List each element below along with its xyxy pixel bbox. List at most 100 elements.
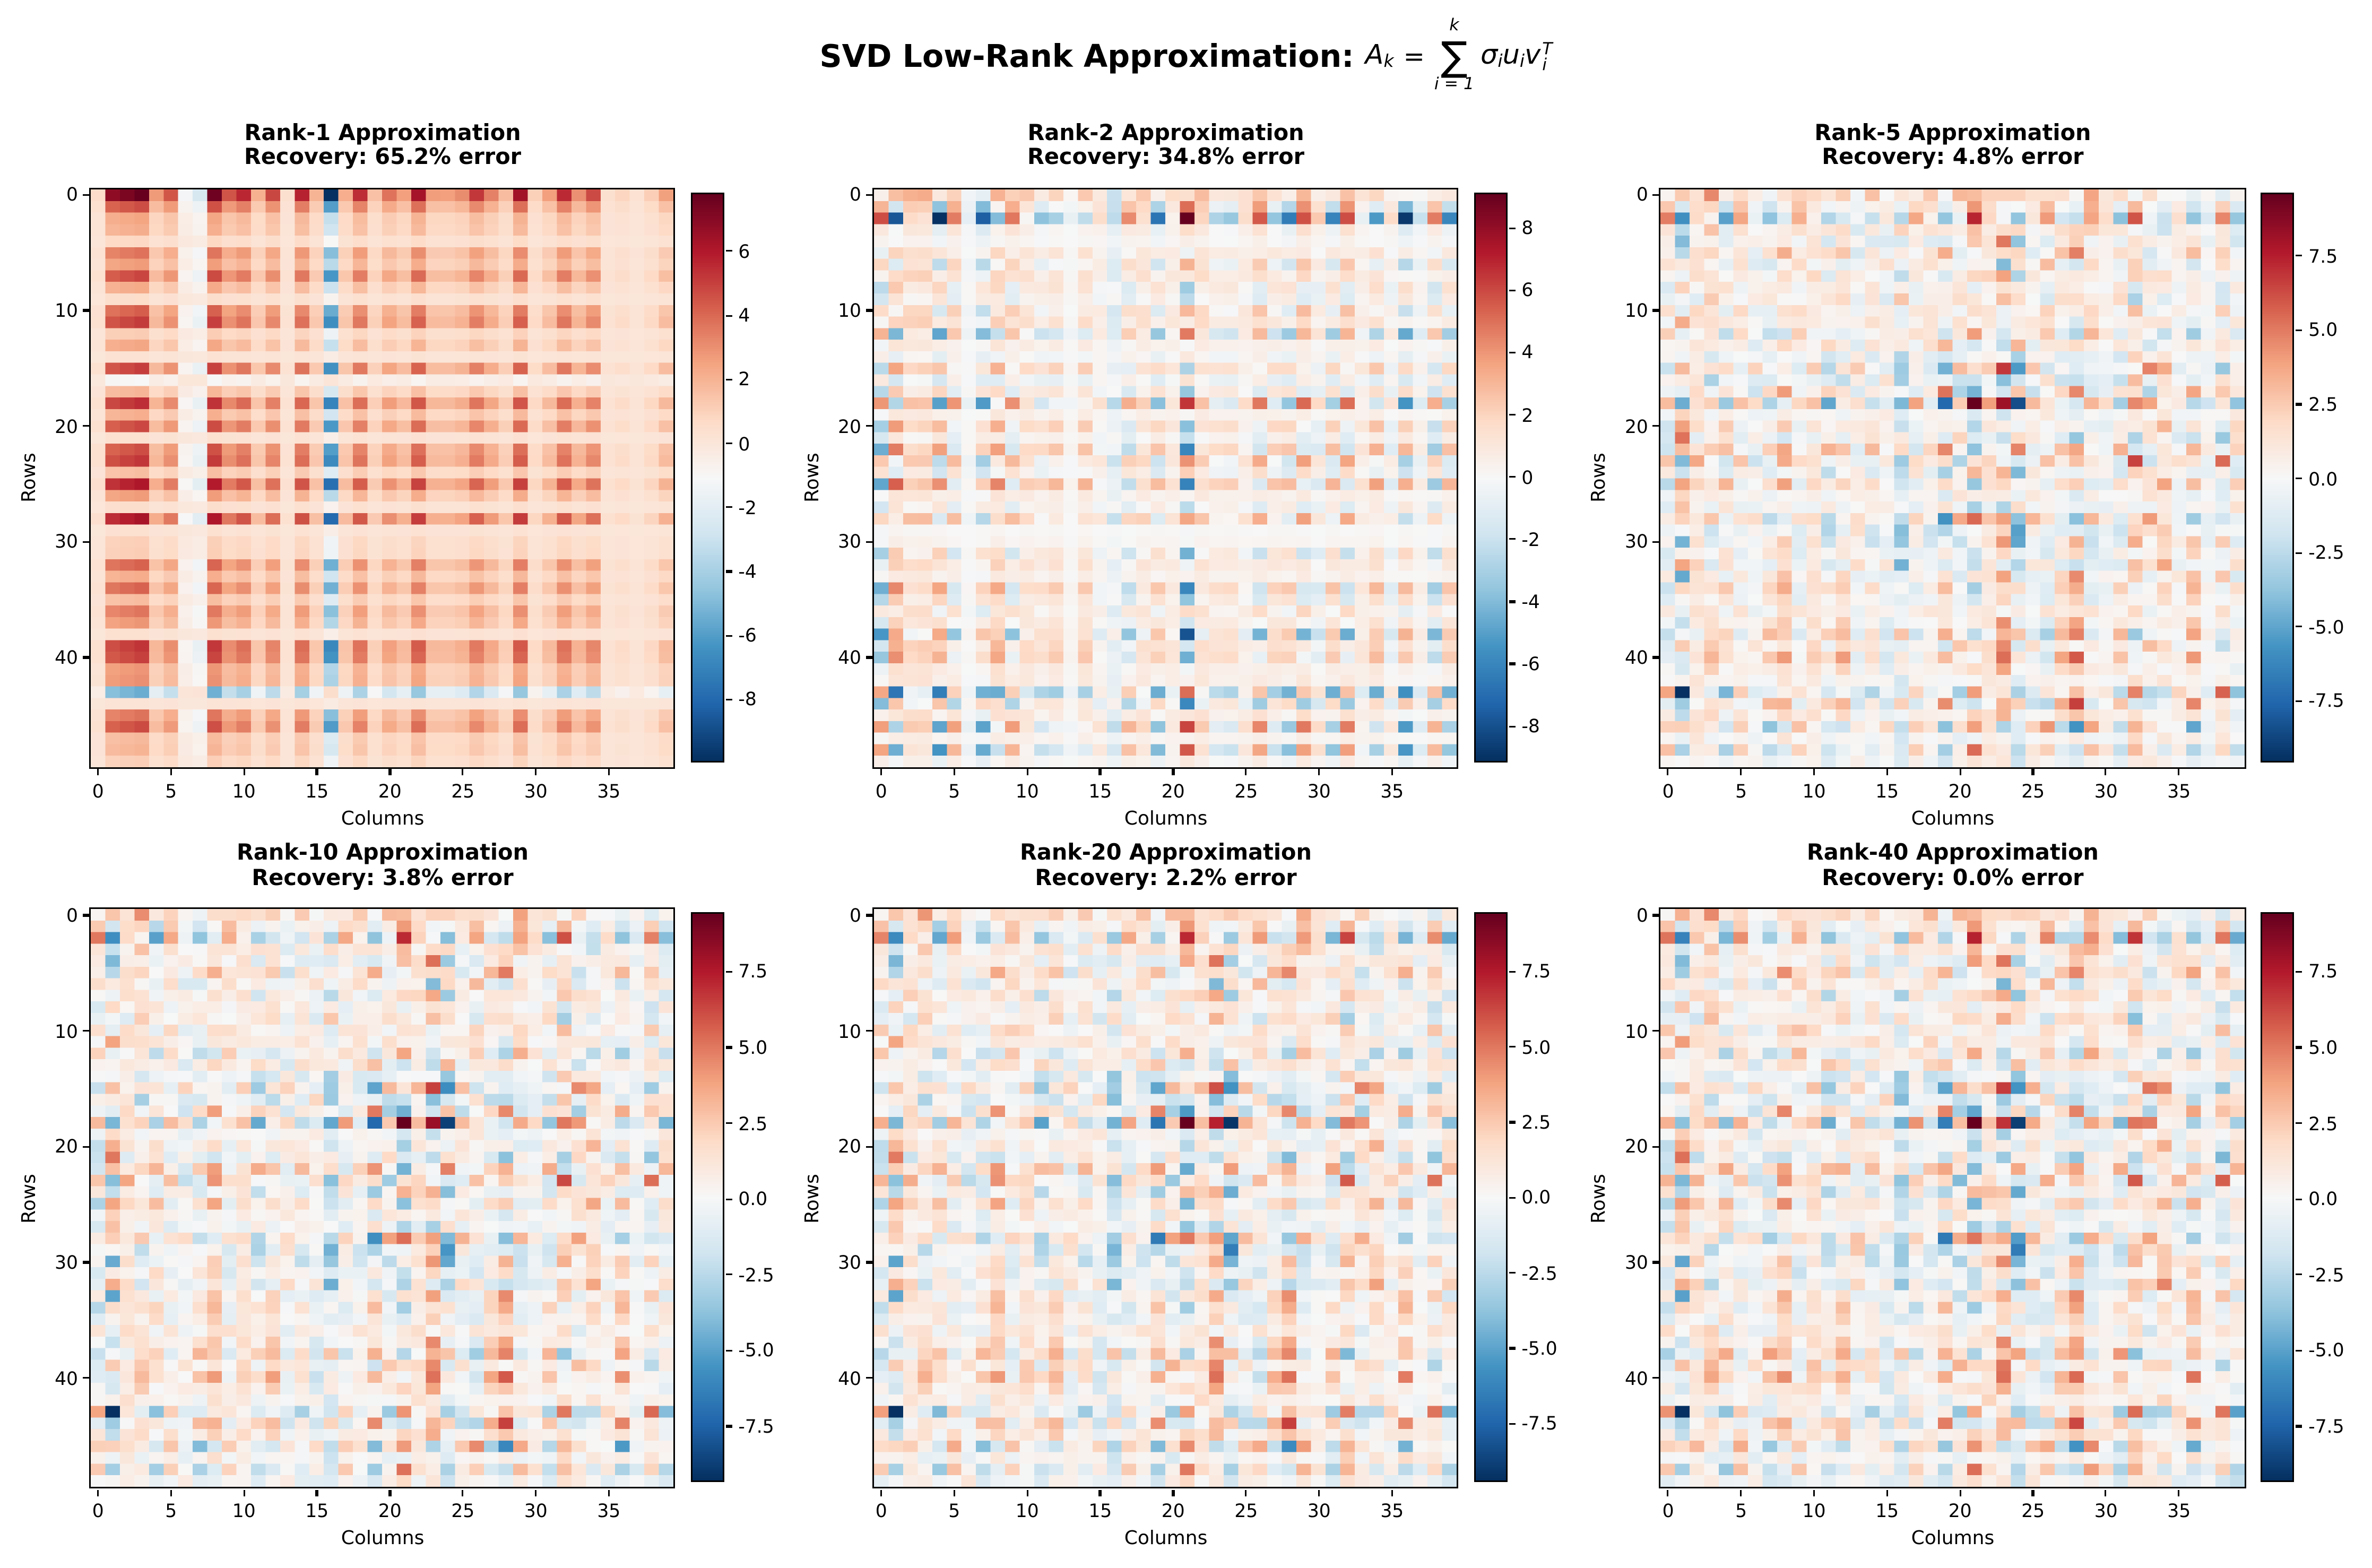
colorbar-tick-label: 5.0: [1521, 1035, 1551, 1058]
y-tick-label: 30: [838, 1251, 861, 1274]
x-tick-label: 25: [451, 779, 475, 802]
colorbar-tick-mark: [725, 250, 732, 253]
colorbar-tick-label: 5.0: [2308, 319, 2338, 342]
y-tick-mark: [1652, 425, 1659, 427]
panel-subtitle: Recovery: 3.8% error: [252, 865, 514, 891]
panel-subtitle: Recovery: 34.8% error: [1027, 144, 1305, 170]
colorbar-tick-label: 2: [738, 368, 750, 391]
panel-title-line1: Rank-20 Approximation: [1020, 841, 1312, 867]
colorbar-tick-mark: [1508, 971, 1516, 973]
colorbar-tick-label: -5.0: [2308, 1339, 2344, 1362]
colorbar-tick-mark: [2295, 329, 2302, 332]
x-tick-label: 20: [1161, 779, 1185, 802]
colorbar-canvas: [1474, 192, 1508, 762]
y-tick-label: 40: [55, 1366, 78, 1389]
panel-title: Rank-1 Approximation Recovery: 65.2% erro…: [91, 121, 674, 170]
colorbar-tick-mark: [2295, 700, 2302, 702]
formula-equals: =: [1403, 40, 1425, 71]
colorbar-tick-mark: [1508, 725, 1516, 727]
colorbar-tick-label: 0.0: [1521, 1186, 1551, 1209]
x-tick-label: 35: [1380, 1500, 1404, 1522]
colorbar-tick-mark: [1508, 1272, 1516, 1274]
x-tick-mark: [1172, 769, 1174, 776]
x-tick-label: 35: [597, 1500, 621, 1522]
colorbar-tick-label: 2.5: [738, 1112, 768, 1134]
x-tick-mark: [608, 1489, 610, 1496]
x-tick-mark: [1667, 1489, 1669, 1496]
colorbar-tick-mark: [2295, 1425, 2302, 1427]
x-tick-mark: [316, 1489, 318, 1496]
y-tick-mark: [82, 194, 89, 196]
x-tick-mark: [97, 1489, 99, 1496]
x-tick-label: 5: [1735, 1500, 1747, 1522]
x-tick-label: 10: [1802, 779, 1826, 802]
formula-A: A: [1365, 40, 1384, 72]
colorbar-tick-label: -2: [1521, 528, 1540, 551]
formula-sum-upper: k: [1449, 15, 1459, 35]
colorbar-tick-label: 2.5: [2308, 1112, 2338, 1134]
formula-u: u: [1502, 40, 1520, 72]
colorbar-tick-mark: [1508, 1423, 1516, 1425]
y-tick-mark: [865, 541, 872, 543]
colorbar-tick-label: -7.5: [2308, 1415, 2344, 1438]
colorbar-tick-mark: [725, 1425, 732, 1427]
y-tick-mark: [865, 309, 872, 311]
x-axis-label: Columns: [1911, 1527, 1995, 1549]
x-tick-mark: [1026, 769, 1028, 776]
y-tick-label: 10: [55, 1019, 78, 1042]
x-tick-label: 15: [1875, 779, 1899, 802]
x-tick-label: 15: [1088, 1500, 1112, 1522]
x-axis-label: Columns: [341, 1527, 425, 1549]
colorbar-tick-label: -4: [1521, 590, 1540, 613]
x-tick-mark: [1026, 1489, 1028, 1496]
colorbar-tick-mark: [1508, 600, 1516, 603]
x-tick-mark: [1391, 769, 1393, 776]
x-tick-label: 5: [1735, 779, 1747, 802]
x-tick-mark: [1318, 769, 1320, 776]
panel-title-line1: Rank-40 Approximation: [1806, 841, 2099, 867]
y-tick-mark: [865, 1145, 872, 1148]
colorbar-tick-mark: [725, 314, 732, 317]
x-tick-label: 20: [1161, 1500, 1185, 1522]
x-tick-mark: [388, 769, 391, 776]
x-tick-label: 30: [524, 1500, 548, 1522]
y-tick-label: 0: [850, 904, 861, 926]
colorbar-tick-label: 0: [738, 432, 750, 455]
y-tick-label: 30: [55, 1251, 78, 1274]
x-tick-label: 5: [165, 779, 177, 802]
x-tick-mark: [2032, 769, 2034, 776]
formula-A-sub: k: [1383, 50, 1394, 71]
x-tick-mark: [1667, 769, 1669, 776]
formula-sigma: σ: [1481, 40, 1498, 72]
y-tick-mark: [1652, 309, 1659, 311]
x-axis-label: Columns: [341, 806, 425, 829]
x-axis-label: Columns: [1124, 1527, 1208, 1549]
y-tick-mark: [865, 914, 872, 916]
y-tick-mark: [865, 1376, 872, 1379]
x-tick-mark: [462, 769, 464, 776]
colorbar-tick-mark: [1508, 1197, 1516, 1199]
y-tick-mark: [1652, 914, 1659, 916]
colorbar-tick-mark: [1508, 351, 1516, 354]
x-tick-mark: [243, 769, 245, 776]
x-tick-mark: [880, 1489, 882, 1496]
heatmap-canvas: [872, 907, 1459, 1489]
y-axis-label: Rows: [1587, 453, 1610, 503]
colorbar-tick-label: -2.5: [2308, 541, 2344, 564]
x-tick-label: 0: [1662, 779, 1674, 802]
colorbar-tick-mark: [1508, 1046, 1516, 1048]
y-tick-label: 30: [55, 530, 78, 553]
x-axis-label: Columns: [1911, 806, 1995, 829]
y-tick-label: 0: [850, 183, 861, 206]
colorbar-tick-label: 7.5: [1521, 960, 1551, 983]
y-tick-mark: [82, 425, 89, 427]
colorbar-tick-mark: [2295, 1046, 2302, 1049]
x-tick-mark: [316, 769, 318, 776]
y-tick-mark: [1652, 1145, 1659, 1148]
x-tick-label: 10: [1015, 779, 1039, 802]
x-tick-label: 30: [2094, 1500, 2118, 1522]
colorbar-tick-mark: [1508, 413, 1516, 416]
y-tick-mark: [1652, 194, 1659, 196]
colorbar-canvas: [2261, 912, 2295, 1483]
